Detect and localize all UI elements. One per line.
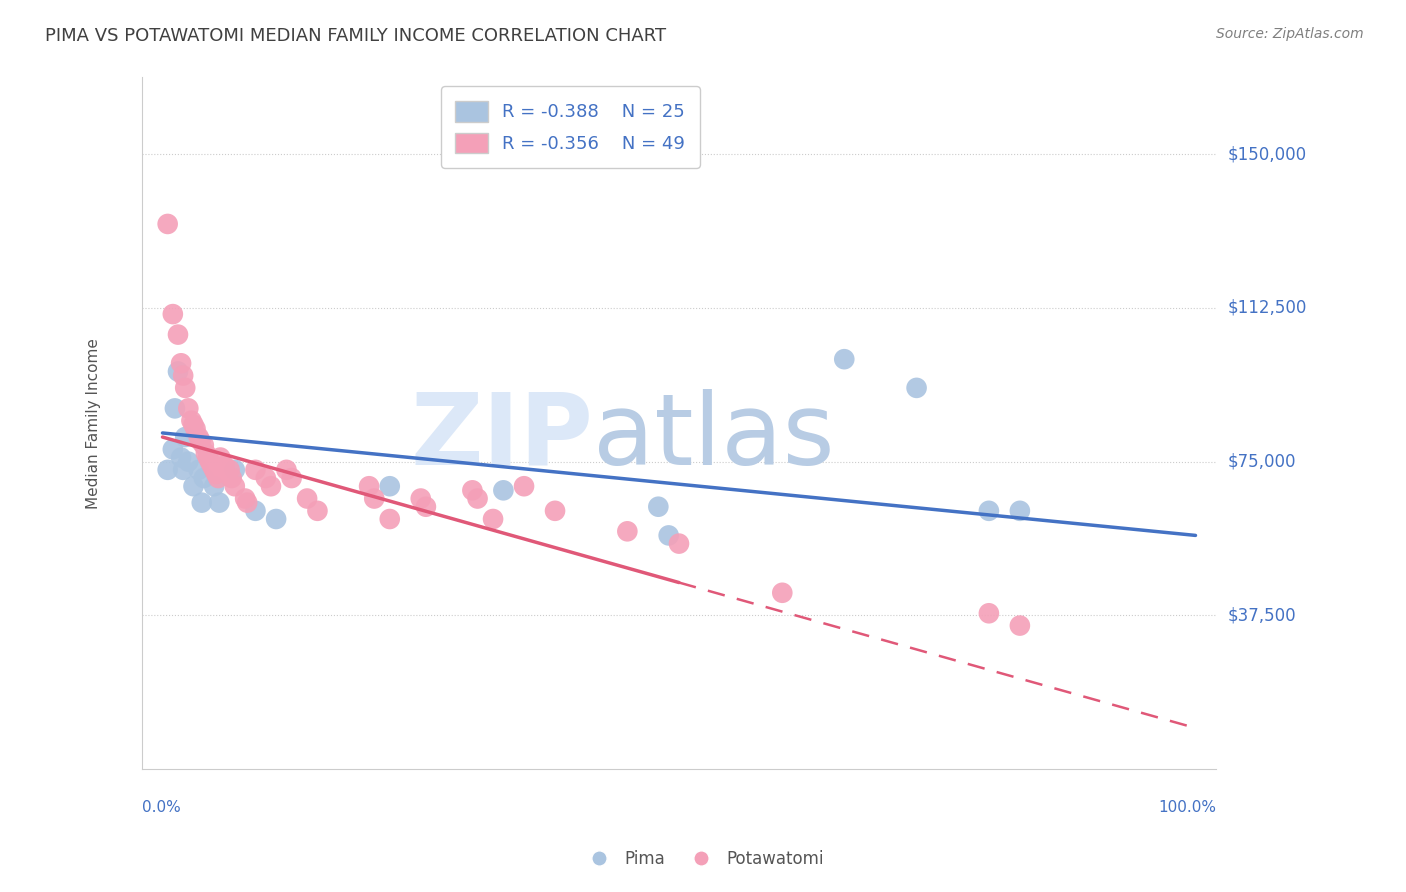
Point [467,491,489,506]
Point [193,471,215,485]
Point [172,368,194,383]
Point [174,430,197,444]
Text: Median Family Income: Median Family Income [86,338,101,508]
Text: atlas: atlas [593,389,835,485]
Point [172,463,194,477]
Point [409,491,432,506]
Point [224,479,246,493]
Point [183,479,205,493]
Point [170,356,193,370]
Text: Source: ZipAtlas.com: Source: ZipAtlas.com [1216,27,1364,41]
Point [190,495,212,509]
Point [307,504,329,518]
Point [616,524,638,539]
Point [202,463,225,477]
Point [177,455,200,469]
Point [977,607,1000,621]
Point [415,500,437,514]
Point [1008,504,1031,518]
Point [359,479,381,493]
Point [162,307,184,321]
Point [218,463,240,477]
Text: $112,500: $112,500 [1227,299,1306,317]
Point [977,504,1000,518]
Text: 0.0%: 0.0% [142,799,180,814]
Point [280,471,302,485]
Point [214,458,236,473]
Point [264,512,287,526]
Text: $150,000: $150,000 [1227,145,1306,163]
Point [207,471,229,485]
Point [260,479,283,493]
Text: ZIP: ZIP [411,389,593,485]
Point [156,217,179,231]
Point [233,491,256,506]
Point [183,417,205,432]
Point [363,491,385,506]
Point [544,504,567,518]
Point [187,463,209,477]
Point [647,500,669,514]
Text: $75,000: $75,000 [1227,452,1296,471]
Point [492,483,515,498]
Point [254,471,277,485]
Point [177,401,200,416]
Point [156,463,179,477]
Point [832,352,855,367]
Point [180,414,202,428]
Text: 100.0%: 100.0% [1159,799,1216,814]
Point [378,512,401,526]
Point [194,446,217,460]
Point [205,467,228,481]
Point [167,327,190,342]
Point [378,479,401,493]
Point [187,430,209,444]
Point [198,455,221,469]
Point [1008,618,1031,632]
Point [202,479,225,493]
Point [208,495,231,509]
Point [184,422,207,436]
Point [193,438,215,452]
Point [197,450,219,465]
Text: $37,500: $37,500 [1227,607,1296,624]
Point [163,401,186,416]
Point [276,463,298,477]
Point [245,504,267,518]
Point [668,536,690,550]
Point [167,364,190,378]
Point [162,442,184,457]
Point [295,491,318,506]
Point [770,586,793,600]
Point [236,495,259,509]
Legend: R = -0.388    N = 25, R = -0.356    N = 49: R = -0.388 N = 25, R = -0.356 N = 49 [441,87,700,168]
Legend: Pima, Potawatomi: Pima, Potawatomi [575,844,831,875]
Text: PIMA VS POTAWATOMI MEDIAN FAMILY INCOME CORRELATION CHART: PIMA VS POTAWATOMI MEDIAN FAMILY INCOME … [45,27,666,45]
Point [224,463,246,477]
Point [201,458,224,473]
Point [461,483,484,498]
Point [482,512,505,526]
Point [221,471,243,485]
Point [174,381,197,395]
Point [658,528,681,542]
Point [190,434,212,449]
Point [513,479,536,493]
Point [170,450,193,465]
Point [209,450,232,465]
Point [905,381,928,395]
Point [245,463,267,477]
